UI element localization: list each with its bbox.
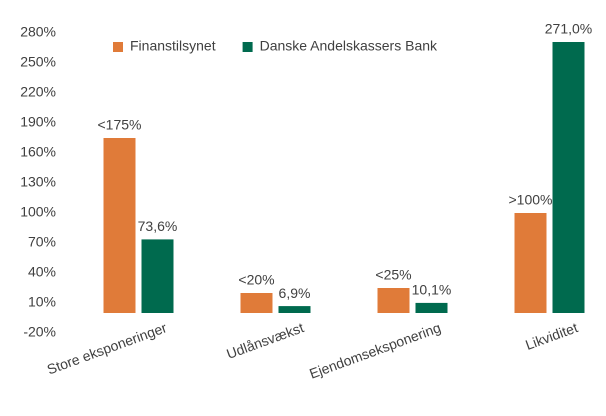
value-label: 10,1% [412, 282, 452, 298]
y-tick-label: 70% [28, 234, 56, 250]
y-tick-label: 100% [20, 204, 56, 220]
value-label: 6,9% [279, 285, 311, 301]
y-tick-label: 40% [28, 264, 56, 280]
bar [141, 239, 174, 313]
y-tick-label: 190% [20, 114, 56, 130]
legend-label: Finanstilsynet [130, 38, 216, 54]
legend-swatch [113, 42, 123, 52]
bar [240, 293, 273, 313]
legend-swatch [242, 42, 253, 52]
x-tick-label: Likviditet [523, 319, 580, 353]
x-tick-label: Ejendomseksponering [307, 319, 443, 381]
y-tick-label: 10% [28, 294, 56, 310]
value-label: <175% [98, 117, 142, 133]
bar [103, 138, 136, 313]
y-tick-label: 220% [20, 84, 56, 100]
bar [377, 288, 410, 313]
x-tick-label: Store eksponeringer [45, 319, 169, 377]
value-label: <25% [375, 267, 411, 283]
value-label: 271,0% [545, 21, 592, 37]
y-tick-label: 160% [20, 144, 56, 160]
x-tick-label: Udlånsvækst [224, 319, 306, 362]
bar [514, 213, 547, 313]
legend-label: Danske Andelskassers Bank [260, 38, 438, 54]
bar [278, 306, 311, 313]
value-label: <20% [238, 272, 274, 288]
bar [415, 302, 448, 313]
value-label: >100% [509, 192, 553, 208]
y-tick-label: 250% [20, 54, 56, 70]
y-tick-label: 280% [20, 24, 56, 40]
y-tick-label: -20% [23, 324, 56, 340]
bar [552, 42, 585, 313]
y-tick-label: 130% [20, 174, 56, 190]
value-label: 73,6% [138, 218, 178, 234]
